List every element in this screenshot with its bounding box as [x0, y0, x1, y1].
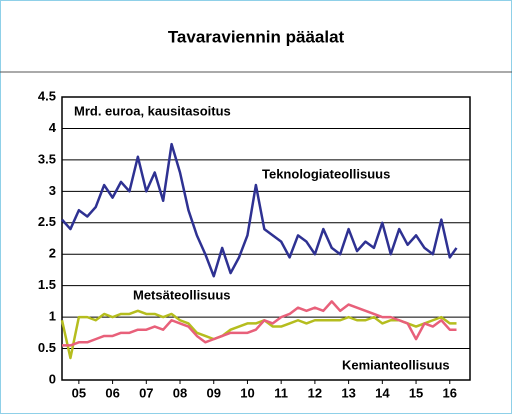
series-line [62, 300, 457, 347]
y-tick-label: 4.5 [38, 88, 56, 103]
x-tick-label: 06 [105, 385, 119, 400]
series-line [61, 142, 458, 278]
y-tick-label: 2 [49, 246, 56, 261]
y-tick-label: 3.5 [38, 151, 56, 166]
chart-title: Tavaraviennin pääalat [168, 27, 345, 46]
x-tick-label: 05 [72, 385, 86, 400]
y-tick-label: 4 [49, 120, 57, 135]
x-tick-label: 15 [409, 385, 423, 400]
series-label: Teknologiateollisuus [262, 166, 390, 181]
series-label: Metsäteollisuus [133, 287, 231, 302]
y-tick-label: 1 [49, 309, 56, 324]
y-tick-label: 2.5 [38, 214, 56, 229]
x-tick-label: 16 [443, 385, 457, 400]
x-tick-label: 12 [308, 385, 322, 400]
y-tick-label: 0.5 [38, 340, 56, 355]
series-line [60, 309, 457, 360]
x-tick-label: 08 [173, 385, 187, 400]
subtitle: Mrd. euroa, kausitasoitus [74, 103, 231, 118]
x-tick-label: 13 [341, 385, 355, 400]
y-tick-label: 3 [49, 183, 56, 198]
series-label: Kemianteollisuus [342, 357, 450, 372]
y-tick-label: 0 [49, 371, 56, 386]
x-tick-label: 11 [274, 385, 288, 400]
y-tick-label: 1.5 [38, 277, 56, 292]
x-tick-label: 09 [207, 385, 221, 400]
x-tick-label: 07 [139, 385, 153, 400]
x-tick-label: 10 [240, 385, 254, 400]
x-tick-label: 14 [375, 385, 390, 400]
